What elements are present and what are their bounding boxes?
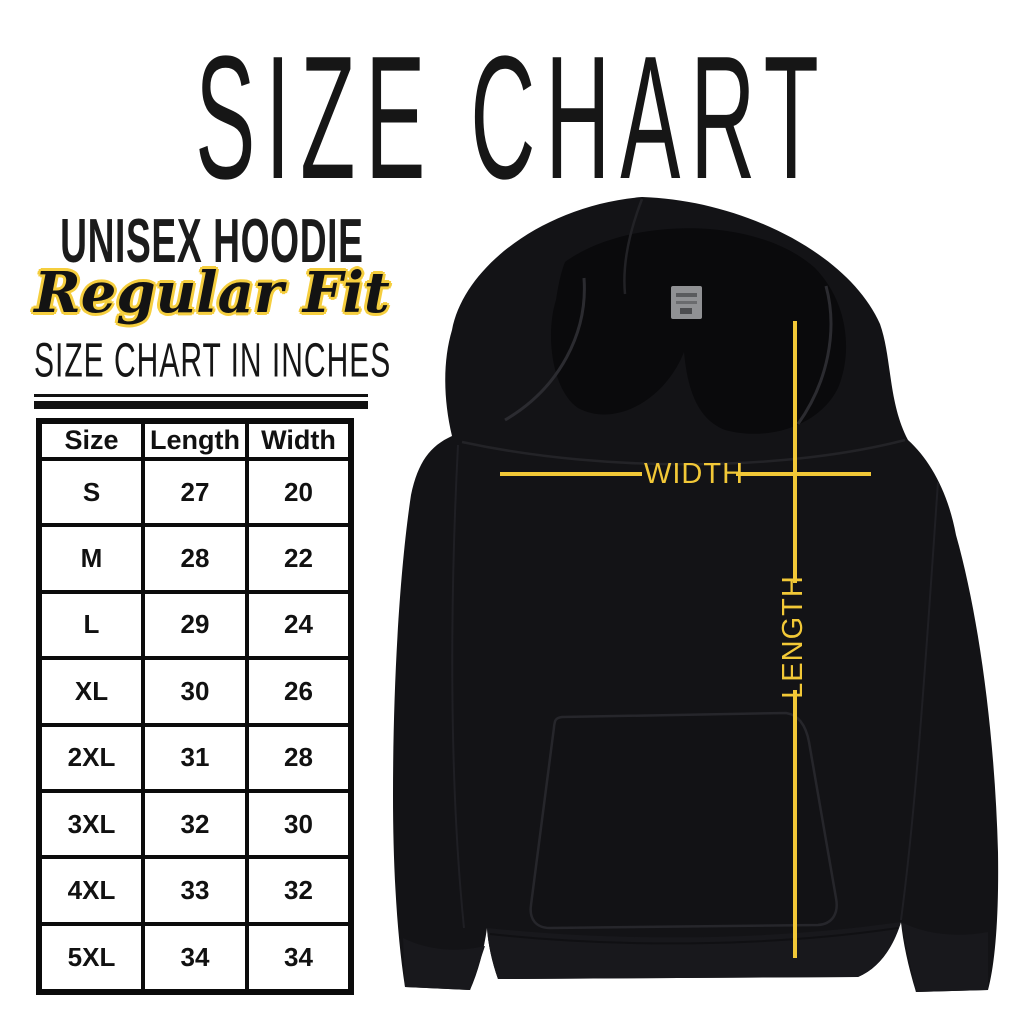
neck-tag-print-line-2 [676, 301, 697, 304]
width-cell: 32 [245, 855, 353, 926]
table-row-5xl: 5XL 34 34 [37, 921, 353, 995]
length-cell: 34 [141, 921, 249, 995]
table-row-4xl: 4XL 33 32 [37, 855, 353, 926]
length-cell: 33 [141, 855, 249, 926]
length-measure-label: LENGTH [777, 575, 809, 699]
product-name: UNISEX HOODIE [26, 206, 398, 277]
neck-tag-print-mark [680, 308, 692, 314]
width-line-right-segment [736, 472, 871, 476]
heading-underline-thin [34, 394, 368, 397]
table-row-2xl: 2XL 31 28 [37, 722, 353, 793]
right-cuff [901, 922, 988, 992]
hood-opening-shadow [550, 228, 847, 434]
table-header-row: Size Length Width [37, 419, 353, 461]
waistband [487, 922, 901, 979]
neck-tag-print-line-1 [676, 293, 697, 297]
page-title: SIZE CHART [195, 21, 829, 217]
size-cell: 4XL [37, 855, 145, 926]
units-heading: SIZE CHART IN INCHES [34, 337, 390, 409]
kangaroo-pocket [529, 711, 838, 930]
length-cell: 27 [141, 456, 249, 528]
width-cell: 20 [245, 456, 353, 528]
left-sleeve-seam [451, 444, 465, 929]
hoodie-product-photo [393, 197, 999, 992]
fit-style-label: Regular Fit [34, 260, 390, 326]
units-heading-text: SIZE CHART IN INCHES [34, 334, 392, 388]
length-cell: 30 [141, 656, 249, 727]
table-row-3xl: 3XL 32 30 [37, 788, 353, 860]
length-cell: 31 [141, 722, 249, 793]
length-cell: 29 [141, 589, 249, 661]
size-table: Size Length Width S 27 20 M 28 22 L 29 2… [36, 418, 354, 995]
hood-fold-right [796, 285, 833, 425]
width-line-left-segment [500, 472, 642, 476]
length-cell: 28 [141, 523, 249, 594]
table-row-m: M 28 22 [37, 523, 353, 594]
left-cuff [403, 938, 485, 990]
width-cell: 22 [245, 523, 353, 594]
table-row-xl: XL 30 26 [37, 656, 353, 727]
width-measure-label: WIDTH [644, 458, 745, 490]
length-line-top-segment [793, 321, 797, 583]
size-cell: M [37, 523, 145, 594]
size-cell: 3XL [37, 788, 145, 860]
width-cell: 30 [245, 788, 353, 860]
size-cell: XL [37, 656, 145, 727]
size-cell: L [37, 589, 145, 661]
table-row-s: S 27 20 [37, 456, 353, 528]
hood-fold-left [504, 277, 586, 422]
length-cell: 32 [141, 788, 249, 860]
hood-drape-seam [461, 438, 906, 466]
width-cell: 28 [245, 722, 353, 793]
width-cell: 26 [245, 656, 353, 727]
hood-top-seam [623, 198, 644, 295]
width-cell: 24 [245, 589, 353, 661]
waistband-seam [489, 927, 899, 945]
size-cell: 5XL [37, 921, 145, 995]
col-header-width: Width [245, 419, 353, 461]
right-sleeve-seam [900, 481, 939, 921]
heading-underline-thick [34, 401, 368, 409]
col-header-size: Size [37, 419, 145, 461]
width-cell: 34 [245, 921, 353, 995]
size-cell: 2XL [37, 722, 145, 793]
size-cell: S [37, 456, 145, 528]
length-line-bottom-segment [793, 690, 797, 958]
table-row-l: L 29 24 [37, 589, 353, 661]
product-name-text: UNISEX HOODIE [60, 207, 364, 276]
col-header-length: Length [141, 419, 249, 461]
